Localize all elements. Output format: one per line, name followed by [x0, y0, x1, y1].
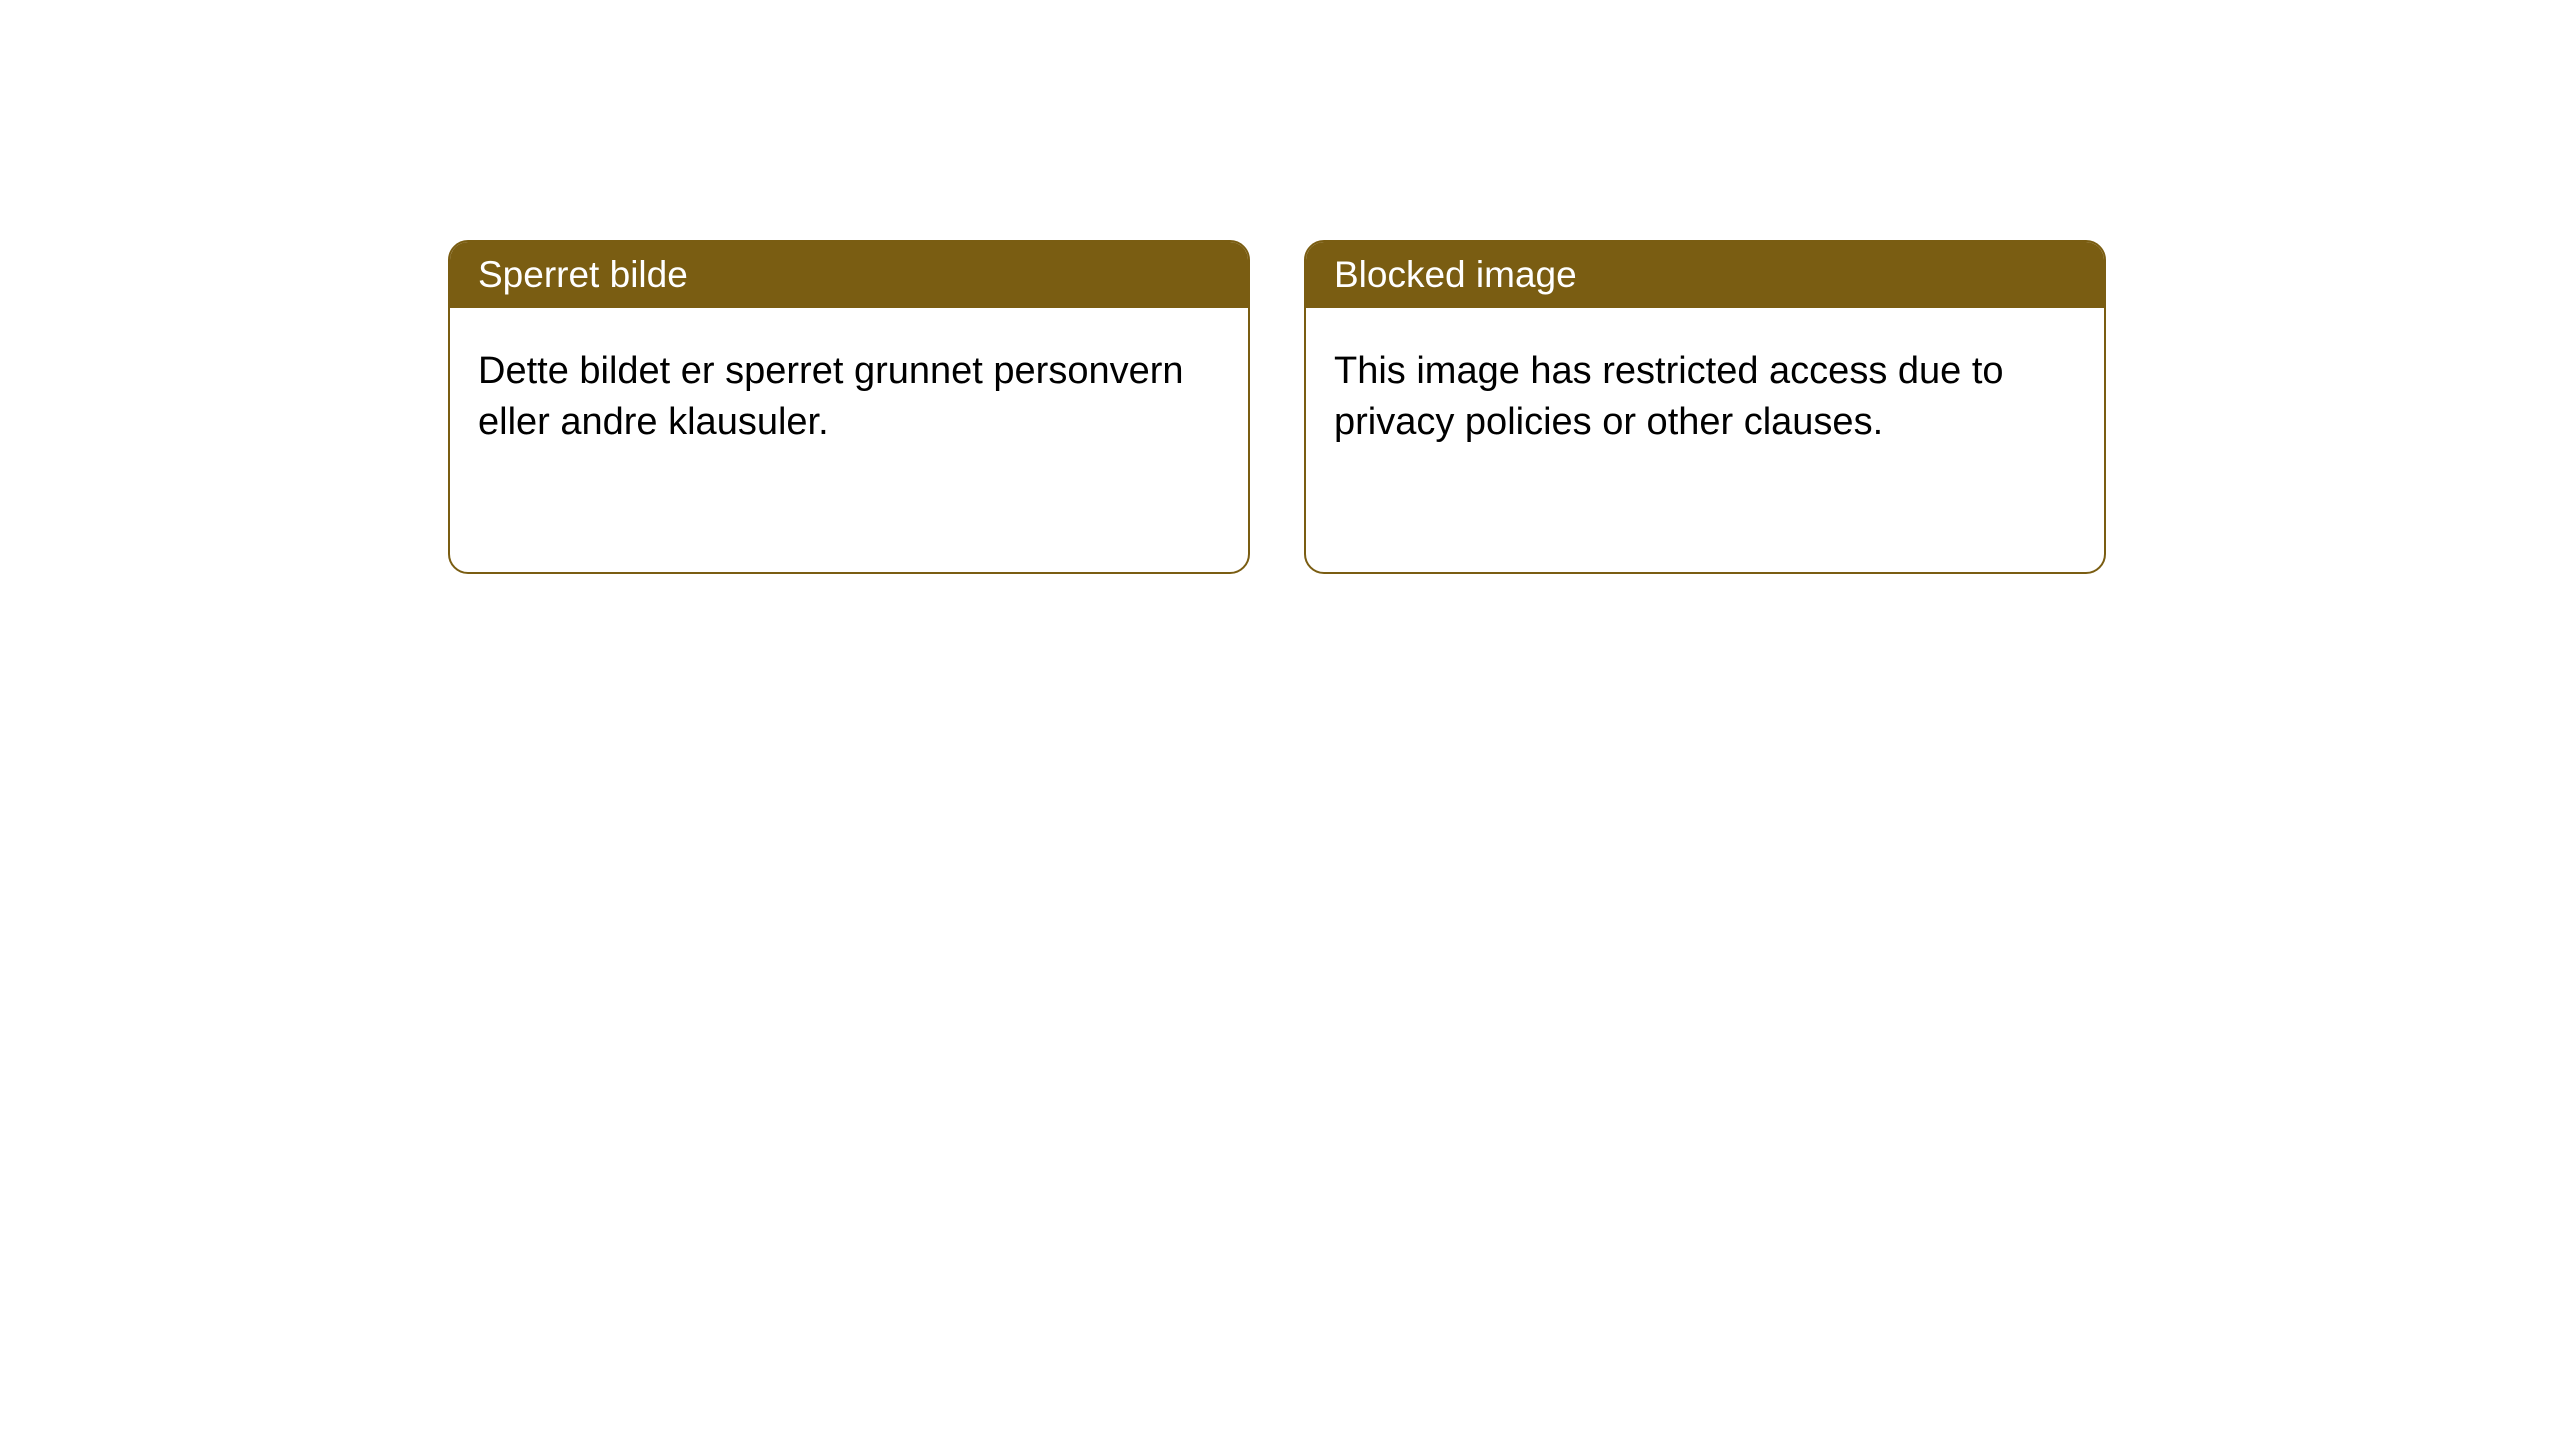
- notice-body: Dette bildet er sperret grunnet personve…: [450, 308, 1248, 487]
- notice-box-english: Blocked image This image has restricted …: [1304, 240, 2106, 574]
- notice-title: Blocked image: [1306, 242, 2104, 308]
- notice-title: Sperret bilde: [450, 242, 1248, 308]
- notice-body: This image has restricted access due to …: [1306, 308, 2104, 487]
- notice-container: Sperret bilde Dette bildet er sperret gr…: [0, 0, 2560, 574]
- notice-box-norwegian: Sperret bilde Dette bildet er sperret gr…: [448, 240, 1250, 574]
